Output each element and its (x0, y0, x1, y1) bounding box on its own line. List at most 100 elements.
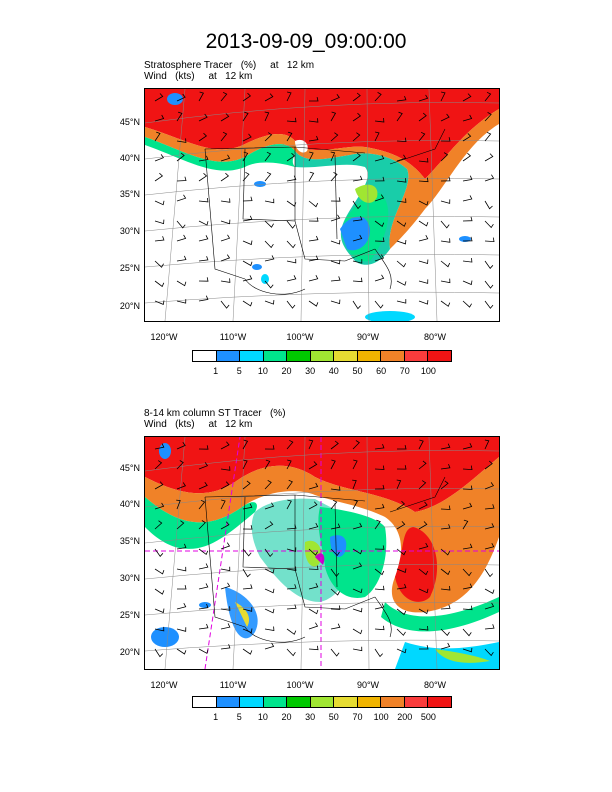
wind-barb (374, 194, 385, 202)
wind-barb (462, 175, 473, 182)
wind-barb (418, 157, 429, 163)
wind-barb (264, 280, 274, 289)
wind-barb (352, 234, 363, 242)
wind-barb (352, 152, 361, 162)
wind-barb (154, 626, 165, 632)
wind-barb (220, 219, 231, 225)
colorbar-label: 5 (236, 366, 242, 376)
wind-barb (462, 280, 473, 286)
colorbar-label: 20 (281, 366, 292, 376)
wind-barb (198, 462, 209, 470)
wind-barb (418, 94, 429, 102)
wind-barb (308, 439, 314, 450)
wind-barb (396, 260, 407, 268)
panel2-lat-label: 35°N (119, 536, 140, 546)
colorbar-label: 40 (328, 366, 339, 376)
wind-barb (176, 543, 187, 550)
wind-barb (264, 521, 274, 530)
wind-barb (198, 583, 209, 590)
wind-barb (308, 235, 319, 242)
wind-barb (440, 505, 451, 510)
wind-barb (352, 459, 358, 470)
colorbar-swatch (334, 697, 358, 707)
wind-barb (330, 459, 336, 470)
colorbar-swatch (381, 697, 405, 707)
wind-barb (154, 154, 165, 162)
wind-barb (286, 275, 297, 282)
wind-barb (352, 175, 363, 182)
wind-barb (330, 94, 340, 102)
wind-barb (286, 200, 297, 207)
wind-barb (308, 565, 319, 570)
wind-barb (440, 604, 451, 610)
wind-barb (374, 465, 385, 470)
colorbar-swatch (240, 351, 264, 361)
wind-barb (264, 502, 275, 510)
wind-barb (220, 582, 231, 590)
wind-barb (198, 295, 209, 302)
colorbar-swatch (287, 697, 311, 707)
wind-barb (264, 608, 275, 614)
wind-barb (440, 628, 450, 637)
panel2-lon-label: 100°W (286, 680, 314, 690)
wind-barb (374, 131, 380, 142)
wind-barb (352, 499, 358, 510)
wind-barb (440, 443, 451, 450)
wind-barb (396, 608, 407, 616)
wind-barb (352, 562, 363, 570)
wind-barb (154, 260, 164, 268)
wind-barb (264, 93, 274, 102)
wind-barb (176, 194, 187, 202)
wind-barb (484, 482, 495, 490)
wind-barb (484, 220, 494, 229)
wind-barb (220, 441, 230, 450)
wind-barb (484, 624, 495, 630)
wind-barb (264, 300, 275, 305)
wind-barb (220, 172, 230, 182)
wind-barb (264, 255, 275, 262)
wind-barb (418, 480, 427, 490)
wind-barb (198, 277, 209, 282)
wind-barb (286, 258, 297, 264)
wind-barb (154, 300, 165, 305)
wind-barb (440, 238, 451, 243)
wind-barb (352, 300, 361, 310)
wind-barb (242, 275, 253, 282)
wind-barb (198, 445, 209, 450)
wind-barb (418, 542, 429, 550)
wind-barb (440, 548, 451, 556)
wind-barb (330, 214, 341, 222)
wind-barb (154, 114, 165, 122)
colorbar-label: 70 (352, 712, 363, 722)
wind-barb (308, 217, 319, 222)
panel1-lon-label: 110°W (219, 332, 247, 342)
wind-barb (286, 479, 293, 490)
wind-barb (308, 622, 319, 630)
wind-barb (176, 441, 186, 450)
colorbar-label: 50 (328, 712, 339, 722)
colorbar-label: 10 (257, 712, 268, 722)
wind-barb (418, 300, 429, 305)
wind-barb (154, 131, 161, 142)
wind-barb (154, 520, 163, 530)
wind-barb (308, 300, 319, 307)
wind-barb (308, 608, 319, 615)
wind-barb (154, 172, 164, 182)
wind-barb (286, 91, 292, 102)
wind-barb (352, 277, 363, 283)
wind-barb (264, 171, 272, 182)
panel1-subtitle-line1: Stratosphere Tracer (%) at 12 km (144, 60, 315, 71)
wind-barb (484, 504, 495, 510)
wind-barb (154, 460, 163, 470)
wind-barb (462, 236, 473, 242)
wind-barb (374, 568, 385, 576)
wind-barb (220, 466, 231, 471)
wind-barb (330, 440, 339, 450)
colorbar-label: 20 (281, 712, 292, 722)
wind-barb (396, 239, 407, 245)
panel2-lat-label: 20°N (119, 647, 140, 657)
colorbar-swatch (310, 697, 335, 707)
wind-barb (418, 521, 428, 530)
wind-barb (396, 95, 407, 102)
wind-barb (440, 278, 451, 284)
